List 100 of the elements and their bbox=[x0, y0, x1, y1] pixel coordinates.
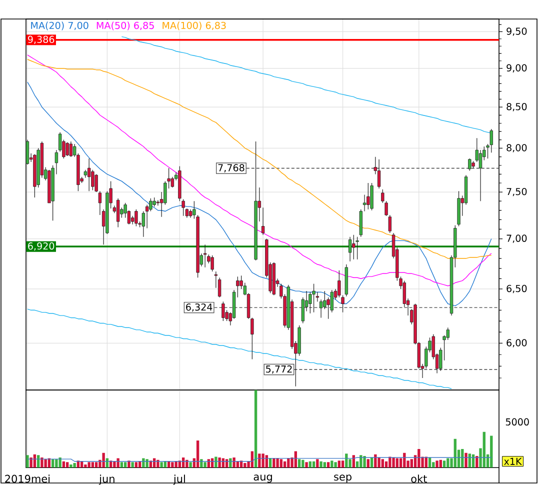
y-tick-label: 6,00 bbox=[506, 339, 527, 348]
bar bbox=[305, 462, 308, 468]
bar bbox=[338, 460, 341, 468]
candlestick bbox=[222, 301, 225, 322]
candlestick bbox=[66, 142, 69, 156]
x-tick-label: jul bbox=[173, 474, 185, 485]
bar bbox=[134, 462, 138, 468]
candlestick bbox=[356, 236, 359, 260]
bar bbox=[308, 461, 312, 468]
bar bbox=[439, 460, 442, 468]
bar bbox=[80, 461, 84, 468]
text: 5000 bbox=[506, 418, 529, 426]
bar bbox=[26, 455, 29, 468]
candlestick bbox=[210, 255, 214, 272]
candlestick bbox=[468, 158, 472, 172]
bar bbox=[265, 455, 268, 468]
bar bbox=[186, 460, 188, 468]
bar bbox=[258, 454, 261, 468]
candlestick bbox=[377, 159, 381, 189]
bar bbox=[40, 458, 44, 468]
bar bbox=[366, 459, 370, 468]
bar bbox=[262, 454, 264, 468]
bar bbox=[146, 459, 148, 468]
bar bbox=[70, 464, 72, 468]
y-tick-label: 7,00 bbox=[506, 234, 527, 243]
bar bbox=[200, 459, 203, 468]
bar bbox=[120, 462, 124, 468]
bar bbox=[432, 462, 435, 468]
bar bbox=[189, 462, 192, 468]
bar bbox=[381, 459, 384, 468]
ref-line-label: 6,920 bbox=[28, 242, 54, 251]
bar bbox=[58, 458, 62, 468]
bar bbox=[138, 461, 142, 468]
bar bbox=[283, 461, 286, 468]
bar bbox=[116, 458, 120, 468]
bar bbox=[44, 459, 47, 468]
bar bbox=[341, 460, 344, 468]
bar bbox=[196, 440, 200, 468]
bar bbox=[378, 458, 380, 468]
candlestick bbox=[116, 198, 120, 228]
bar bbox=[436, 460, 438, 468]
bar bbox=[174, 461, 178, 468]
bar bbox=[302, 460, 304, 468]
bar bbox=[298, 459, 301, 468]
bar bbox=[167, 461, 170, 468]
candlestick bbox=[366, 182, 370, 210]
text: MA(50) 6,85 bbox=[96, 22, 154, 30]
bar bbox=[345, 454, 348, 468]
bar bbox=[66, 462, 69, 468]
bar bbox=[142, 458, 145, 468]
ref-line-label: 6,324 bbox=[186, 303, 212, 312]
candlestick bbox=[69, 141, 73, 158]
candlestick bbox=[478, 150, 482, 202]
x-tick-label: jun bbox=[98, 474, 114, 485]
bar bbox=[204, 462, 206, 468]
bar bbox=[88, 462, 90, 468]
bar bbox=[236, 461, 240, 468]
y-tick-label: 7,50 bbox=[506, 188, 527, 196]
bar bbox=[268, 458, 272, 468]
y-tick-label: 8,50 bbox=[506, 103, 527, 112]
bar bbox=[482, 432, 486, 468]
candlestick bbox=[134, 209, 138, 227]
candlestick bbox=[370, 182, 374, 211]
bar bbox=[156, 460, 160, 468]
bar bbox=[171, 462, 174, 468]
candlestick bbox=[87, 158, 91, 192]
bar bbox=[160, 462, 163, 468]
bar bbox=[316, 459, 319, 468]
bar bbox=[320, 461, 322, 468]
bar bbox=[128, 460, 130, 468]
candlestick bbox=[156, 200, 160, 206]
bar bbox=[396, 458, 398, 468]
candlestick bbox=[348, 236, 352, 262]
bar bbox=[102, 452, 105, 468]
bar bbox=[464, 452, 468, 468]
bar bbox=[214, 456, 218, 468]
bar bbox=[229, 458, 232, 468]
ref-line-label: 7,768 bbox=[218, 164, 244, 172]
bar bbox=[254, 390, 258, 468]
candlestick bbox=[319, 299, 323, 318]
candlestick bbox=[312, 283, 316, 313]
x-tick-label: okt bbox=[411, 474, 427, 483]
y-tick-label: 6,50 bbox=[506, 284, 527, 294]
bar bbox=[410, 459, 413, 468]
bar bbox=[374, 454, 377, 468]
bar bbox=[446, 458, 450, 468]
bar bbox=[392, 458, 395, 468]
bar bbox=[62, 461, 66, 468]
text: x1K bbox=[504, 458, 522, 465]
bar bbox=[334, 462, 337, 468]
candlestick bbox=[152, 197, 156, 207]
bar bbox=[84, 464, 87, 468]
ref-line-label: 5,772 bbox=[266, 365, 292, 374]
bar bbox=[312, 461, 316, 468]
bar bbox=[326, 462, 330, 468]
bar bbox=[218, 458, 221, 468]
x-tick-label: sep bbox=[334, 474, 352, 483]
bar bbox=[124, 462, 127, 468]
bar bbox=[164, 461, 167, 468]
bar bbox=[131, 462, 134, 468]
